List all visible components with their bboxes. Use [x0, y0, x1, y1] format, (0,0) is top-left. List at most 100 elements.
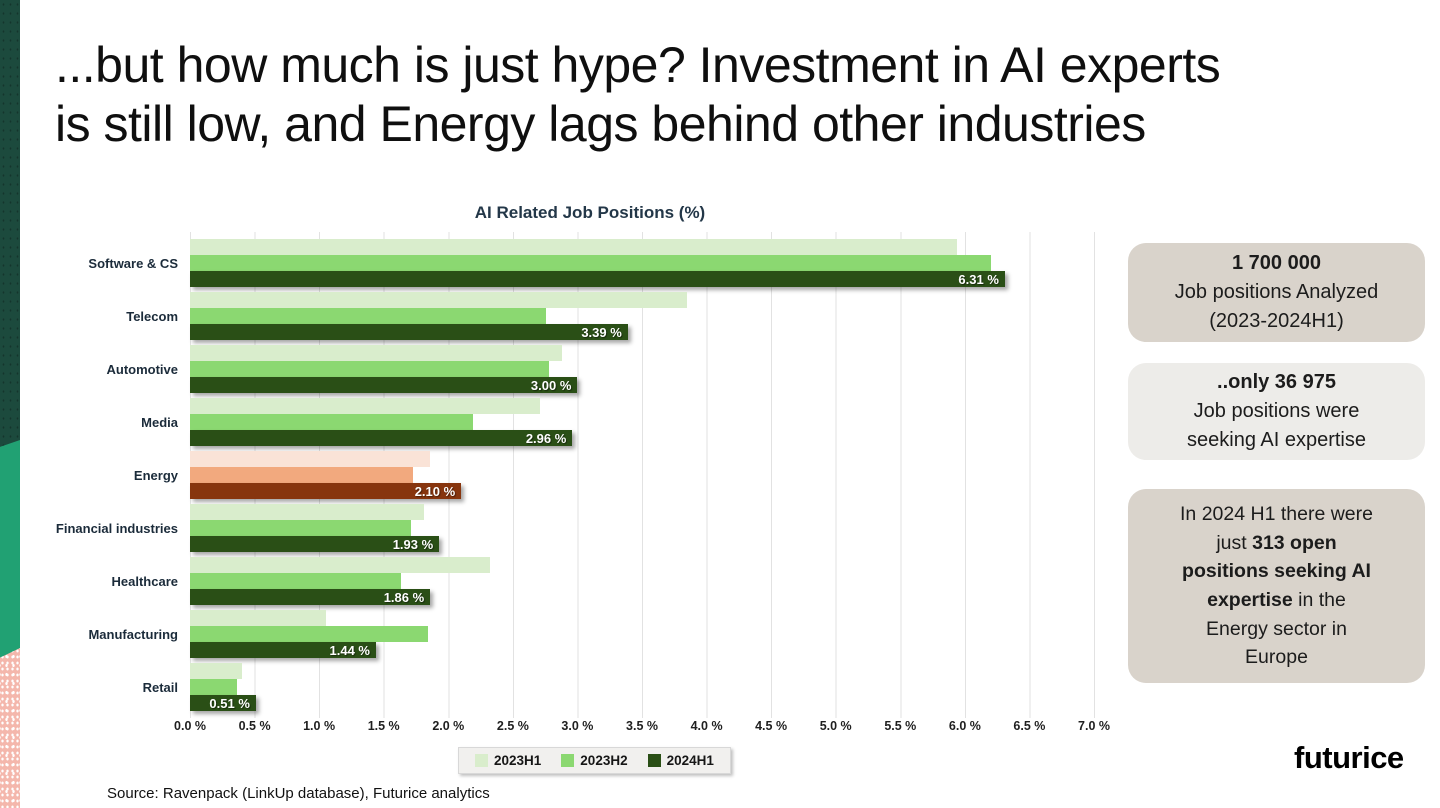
x-tick-7: 3.5 % — [626, 719, 658, 733]
category-label-healthcare: Healthcare — [111, 573, 178, 589]
callout-line: (2023-2024H1) — [1209, 309, 1344, 332]
bar-value-label-media: 2.96 % — [525, 430, 567, 446]
x-tick-10: 5.0 % — [819, 719, 852, 733]
strip-pink-segment — [0, 648, 20, 808]
bar-group-energy: 2.10 % — [190, 451, 1110, 499]
callout-box-3: In 2024 H1 there were just 313 open positi… — [1128, 489, 1425, 683]
callout-box-2: ..only 36 975 Job positions were seeking A… — [1128, 363, 1425, 460]
legend-item-2024h1: 2024H1 — [647, 753, 714, 768]
legend-item-2023h2: 2023H2 — [561, 753, 628, 768]
bar-2023h2-financial-industries — [190, 520, 411, 536]
category-label-financial-industries: Financial industries — [55, 520, 178, 536]
category-label-manufacturing: Manufacturing — [88, 626, 178, 642]
bar-2023h1-healthcare — [190, 557, 490, 573]
bar-2023h2-manufacturing — [190, 626, 428, 642]
bar-2024h1-software-cs: 6.31 % — [190, 271, 1005, 287]
x-tick-13: 6.5 % — [1013, 719, 1046, 733]
x-tick-3: 1.5 % — [367, 719, 400, 733]
slide-title-line2: is still low, and Energy lags behind oth… — [55, 96, 1146, 152]
bar-value-label-retail: 0.51 % — [209, 695, 250, 711]
bar-group-retail: 0.51 % — [190, 663, 1110, 711]
callout-line: expertise in the — [1207, 589, 1346, 611]
x-tick-2: 1.0 % — [303, 719, 336, 733]
category-label-automotive: Automotive — [106, 361, 179, 377]
bar-2023h2-media — [190, 414, 473, 430]
bar-value-label-telecom: 3.39 % — [581, 324, 622, 340]
legend-label-2024h1: 2024H1 — [666, 753, 714, 768]
bar-group-financial-industries: 1.93 % — [190, 504, 1110, 552]
bar-2023h1-automotive — [190, 345, 562, 361]
x-tick-6: 3.0 % — [561, 719, 594, 733]
category-label-retail: Retail — [142, 679, 178, 695]
legend-swatch-2024h1 — [647, 754, 661, 767]
slide-title-line1: ...but how much is just hype? Investment… — [55, 37, 1221, 93]
chart-title: AI Related Job Positions (%) — [474, 203, 706, 222]
legend-swatch-2023h1 — [475, 754, 488, 767]
x-tick-8: 4.0 % — [690, 719, 723, 733]
callout-box-1: 1 700 000 Job positions Analyzed (2023-202… — [1128, 243, 1425, 342]
bar-2023h2-automotive — [190, 361, 549, 377]
bar-value-label-healthcare: 1.86 % — [383, 589, 425, 605]
bar-value-label-software-cs: 6.31 % — [958, 271, 999, 287]
bar-value-label-financial-industries: 1.93 % — [392, 536, 434, 552]
strip-teal-segment — [0, 0, 20, 462]
callout-line: 1 700 000 — [1232, 252, 1321, 275]
bar-2023h1-media — [190, 398, 540, 414]
callout-line: Job positions were — [1193, 400, 1360, 423]
bar-value-label-energy: 2.10 % — [414, 483, 456, 499]
bar-2024h1-automotive: 3.00 % — [190, 377, 578, 393]
x-tick-12: 6.0 % — [948, 719, 981, 733]
bar-2023h2-healthcare — [190, 573, 401, 589]
bar-2024h1-manufacturing: 1.44 % — [190, 642, 376, 658]
x-tick-1: 0.5 % — [238, 719, 271, 733]
bar-group-automotive: 3.00 % — [190, 345, 1110, 393]
bar-2023h1-retail — [190, 663, 242, 679]
callout-line: positions seeking AI — [1182, 560, 1371, 583]
category-label-media: Media — [141, 414, 178, 430]
legend-label-2023h2: 2023H2 — [580, 753, 628, 768]
callout-line: just 313 open — [1216, 531, 1337, 554]
callout-line: In 2024 H1 there were — [1180, 503, 1373, 526]
bar-2024h1-media: 2.96 % — [190, 430, 573, 446]
bar-group-manufacturing: 1.44 % — [190, 610, 1110, 658]
callout-line: Europe — [1245, 646, 1308, 669]
x-tick-11: 5.5 % — [884, 719, 917, 733]
bar-2023h2-retail — [190, 679, 237, 695]
bar-2024h1-healthcare: 1.86 % — [190, 589, 431, 605]
source-note: Source: Ravenpack (LinkUp database), Fut… — [107, 785, 490, 802]
callout-line: Energy sector in — [1206, 617, 1347, 640]
bar-group-software-cs: 6.31 % — [190, 239, 1110, 287]
bar-group-media: 2.96 % — [190, 398, 1110, 446]
bar-value-label-manufacturing: 1.44 % — [329, 642, 370, 658]
bar-2024h1-retail: 0.51 % — [190, 695, 256, 711]
bar-2024h1-financial-industries: 1.93 % — [190, 536, 440, 552]
category-label-energy: Energy — [133, 467, 178, 483]
bar-2023h2-energy — [190, 467, 414, 483]
callout-column: 1 700 000 Job positions Analyzed (2023-202… — [1128, 0, 1425, 808]
legend-swatch-2023h2 — [561, 754, 575, 767]
chart-legend: 2023H1 2023H2 2024H1 — [458, 747, 731, 774]
bar-2023h1-telecom — [190, 292, 688, 308]
strip-green-segment — [0, 440, 20, 668]
callout-line: Job positions Analyzed — [1174, 281, 1379, 304]
futurice-logo: futurice — [1294, 740, 1404, 775]
legend-item-2023h1: 2023H1 — [475, 753, 541, 768]
category-label-software-cs: Software & CS — [88, 255, 178, 271]
x-tick-5: 2.5 % — [496, 719, 529, 733]
bar-2023h1-financial-industries — [190, 504, 424, 520]
x-tick-0: 0.0 % — [174, 719, 206, 733]
bar-2024h1-telecom: 3.39 % — [190, 324, 628, 340]
bar-group-healthcare: 1.86 % — [190, 557, 1110, 605]
bar-value-label-automotive: 3.00 % — [530, 377, 572, 393]
bar-2023h2-software-cs — [190, 255, 991, 271]
category-label-telecom: Telecom — [126, 308, 178, 324]
x-tick-14: 7.0 % — [1078, 719, 1110, 733]
bar-2023h1-software-cs — [190, 239, 958, 255]
legend-label-2023h1: 2023H1 — [494, 753, 542, 768]
x-tick-9: 4.5 % — [755, 719, 788, 733]
bar-2023h1-energy — [190, 451, 431, 467]
bar-group-telecom: 3.39 % — [190, 292, 1110, 340]
bar-chart-plot-area: 6.31 % 3.39 % 3.00 % 2.96 % 2.10 % 1.93 % 1.86… — [190, 232, 1110, 718]
bar-2024h1-energy: 2.10 % — [190, 483, 462, 499]
